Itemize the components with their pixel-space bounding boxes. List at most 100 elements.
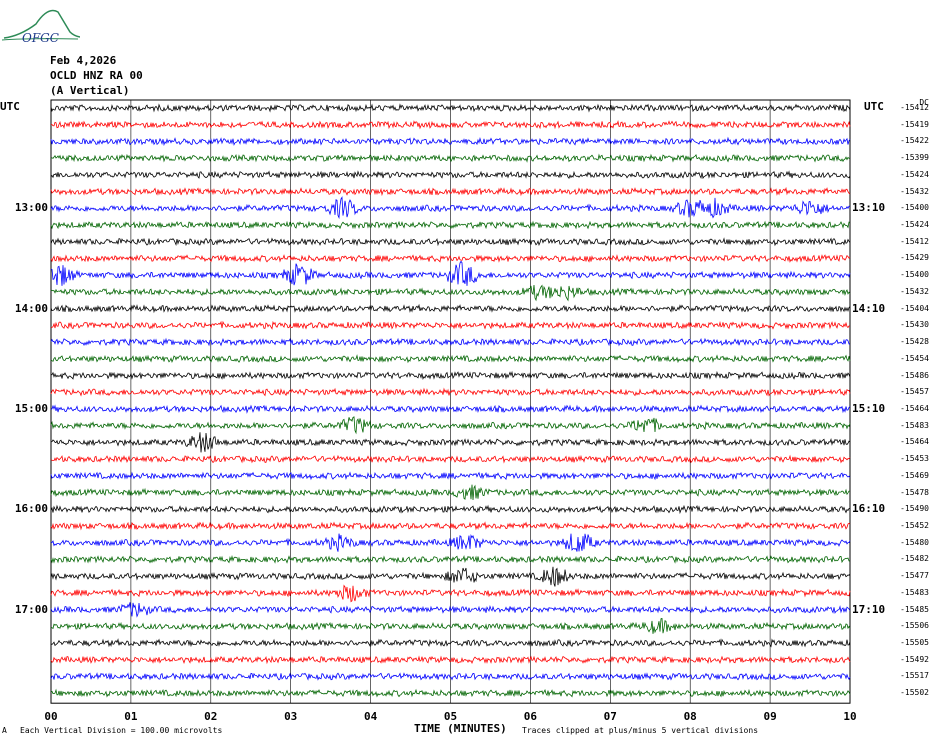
trace-4 xyxy=(50,170,851,180)
x-tick-label: 00 xyxy=(44,710,58,723)
trace-27 xyxy=(50,555,851,564)
dc-offset-label: -15399 xyxy=(900,153,929,163)
x-tick-label: 08 xyxy=(683,710,697,723)
x-tick-label: 05 xyxy=(443,710,458,723)
dc-header: DC xyxy=(919,98,929,107)
dc-offset-label: -15485 xyxy=(900,604,929,614)
utc-right-label: UTC xyxy=(864,100,884,113)
trace-17 xyxy=(50,387,851,397)
dc-offset-label: -15490 xyxy=(900,504,929,514)
dc-offset-label: -15492 xyxy=(900,654,929,664)
dc-offset-label: -15422 xyxy=(900,136,929,146)
dc-offset-label: -15452 xyxy=(900,521,929,530)
trace-10 xyxy=(50,260,851,286)
trace-14 xyxy=(50,337,851,347)
dc-offset-label: -15453 xyxy=(900,454,929,464)
right-time-label: 16:10 xyxy=(852,502,886,516)
component-label: (A Vertical) xyxy=(50,84,130,97)
trace-3 xyxy=(50,153,851,163)
trace-11 xyxy=(50,284,851,302)
trace-12 xyxy=(50,303,851,314)
trace-23 xyxy=(50,484,850,501)
plot-date: Feb 4,2026 xyxy=(50,54,117,67)
trace-16 xyxy=(51,370,851,381)
dc-offset-label: -15432 xyxy=(900,286,929,296)
trace-31 xyxy=(50,618,851,634)
ofgc-logo: OFGC xyxy=(1,9,80,44)
trace-2 xyxy=(50,136,851,147)
dc-offset-label: -15404 xyxy=(900,303,929,313)
trace-13 xyxy=(50,320,851,330)
trace-7 xyxy=(50,220,851,230)
clip-note: Traces clipped at plus/minus 5 vertical … xyxy=(522,726,759,735)
x-tick-label: 04 xyxy=(363,710,378,723)
dc-offset-label: -15478 xyxy=(900,487,929,497)
plot-frame xyxy=(50,99,851,704)
dc-offset-label: -15454 xyxy=(900,353,929,363)
dc-offset-label: -15469 xyxy=(900,470,929,480)
dc-offset-label: -15506 xyxy=(900,621,929,631)
trace-19 xyxy=(50,416,851,435)
dc-offset-label: -15412 xyxy=(900,103,929,112)
trace-6 xyxy=(50,196,851,220)
corner-mark: A xyxy=(2,726,7,735)
x-tick-label: 10 xyxy=(843,710,857,723)
dc-offset-label: -15428 xyxy=(900,337,929,347)
left-time-label: 17:00 xyxy=(14,602,48,616)
left-time-label: 15:00 xyxy=(14,401,48,415)
right-time-label: 17:10 xyxy=(852,602,886,616)
trace-9 xyxy=(50,254,851,263)
trace-33 xyxy=(50,655,851,665)
dc-offset-label: -15486 xyxy=(900,370,929,380)
dc-offset-label: -15430 xyxy=(900,320,929,330)
trace-21 xyxy=(50,454,851,464)
dc-offset-label: -15424 xyxy=(900,169,929,179)
trace-28 xyxy=(50,566,851,587)
trace-24 xyxy=(50,504,851,515)
right-time-label: 15:10 xyxy=(852,401,886,415)
dc-offset-label: -15502 xyxy=(900,688,929,698)
dc-offset-label: -15412 xyxy=(900,236,929,246)
dc-offset-label: -15483 xyxy=(900,587,929,597)
dc-offset-label: -15483 xyxy=(900,420,929,430)
x-tick-label: 06 xyxy=(523,710,538,723)
dc-offset-label: -15400 xyxy=(900,270,929,280)
trace-5 xyxy=(50,186,851,197)
x-tick-label: 02 xyxy=(204,710,218,723)
dc-offset-label: -15477 xyxy=(900,571,929,581)
right-time-label: 13:10 xyxy=(852,201,886,215)
x-tick-label: 07 xyxy=(603,710,617,723)
dc-offset-label: -15457 xyxy=(900,387,929,397)
dc-offset-label: -15505 xyxy=(900,638,929,648)
trace-15 xyxy=(50,354,851,364)
trace-8 xyxy=(50,237,851,247)
trace-35 xyxy=(50,688,851,698)
trace-1 xyxy=(51,119,851,130)
trace-26 xyxy=(51,533,851,552)
dc-offset-label: -15424 xyxy=(900,220,929,230)
dc-offset-label: -15400 xyxy=(900,203,929,213)
scale-note: Each Vertical Division = 100.00 microvol… xyxy=(20,726,223,735)
dc-offset-label: -15464 xyxy=(900,437,929,447)
trace-20 xyxy=(50,432,851,453)
x-tick-label: 09 xyxy=(763,710,777,723)
dc-offset-label: -15419 xyxy=(900,119,929,129)
left-time-label: 16:00 xyxy=(14,502,48,516)
trace-30 xyxy=(50,602,851,618)
trace-32 xyxy=(50,638,851,648)
trace-0 xyxy=(50,103,851,113)
station-code: OCLD HNZ RA 00 xyxy=(50,69,143,82)
dc-offset-label: -15517 xyxy=(900,671,929,681)
trace-29 xyxy=(50,584,851,603)
dc-offset-label: -15482 xyxy=(900,554,929,564)
left-time-label: 13:00 xyxy=(14,201,48,215)
dc-offset-label: -15432 xyxy=(900,186,929,196)
right-time-label: 14:10 xyxy=(852,301,886,315)
x-tick-label: 03 xyxy=(284,710,298,723)
left-time-label: 14:00 xyxy=(14,301,48,315)
x-tick-label: 01 xyxy=(124,710,138,723)
dc-offset-label: -15480 xyxy=(900,537,929,547)
trace-34 xyxy=(50,672,851,681)
logo-text: OFGC xyxy=(22,31,59,44)
